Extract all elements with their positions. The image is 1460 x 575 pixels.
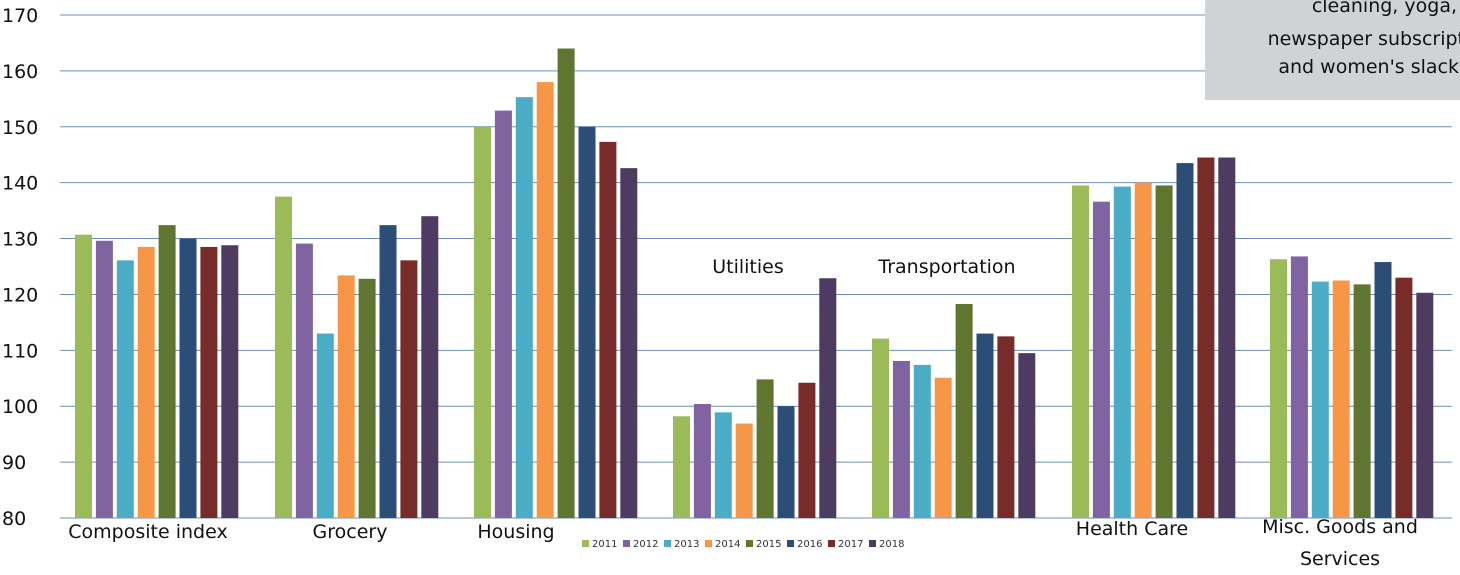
- y-tick-label: 170: [2, 5, 38, 27]
- y-tick-label: 130: [2, 229, 38, 251]
- bar: [1197, 157, 1215, 518]
- bar: [1155, 185, 1173, 518]
- bars: [75, 48, 1434, 519]
- bar: [200, 246, 218, 518]
- annotation-line: and women's slack: [1278, 56, 1459, 78]
- bar: [1374, 262, 1392, 518]
- legend-swatch: [705, 540, 712, 547]
- annotation-line: cleaning, yoga,: [1311, 0, 1457, 17]
- bar: [75, 234, 92, 519]
- bar: [116, 260, 134, 518]
- legend-swatch: [828, 540, 835, 547]
- legend-swatch: [582, 540, 589, 547]
- y-tick-label: 90: [2, 452, 26, 474]
- y-tick-label: 160: [2, 61, 38, 83]
- bar: [1416, 292, 1434, 518]
- category-label: Misc. Goods and Services: [1262, 516, 1418, 570]
- category-label: Housing: [477, 521, 554, 543]
- bar: [1113, 186, 1131, 518]
- bar: [997, 336, 1015, 518]
- bar: [714, 412, 732, 518]
- bar: [95, 240, 113, 518]
- bar: [536, 82, 554, 519]
- legend-label: 2017: [838, 539, 863, 550]
- bar: [1311, 281, 1329, 518]
- legend-label: 2014: [715, 539, 740, 550]
- bar: [400, 260, 418, 518]
- bar: [474, 126, 491, 519]
- bar: [892, 360, 910, 518]
- legend-label: 2016: [797, 539, 822, 550]
- bar: [756, 379, 774, 518]
- bar: [316, 333, 334, 518]
- bar: [1134, 182, 1152, 518]
- bar: [976, 333, 994, 518]
- y-tick-label: 120: [2, 284, 38, 306]
- category-label: Composite index: [68, 521, 227, 543]
- category-label: Utilities: [712, 256, 784, 278]
- annotation-box: cleaning, yoga, newspaper subscript and …: [1205, 0, 1460, 100]
- bar: [275, 196, 292, 518]
- bar: [158, 225, 176, 519]
- bar: [599, 141, 617, 518]
- bar: [934, 377, 952, 518]
- category-labels: Composite index Grocery Housing Utilities Tr…: [68, 256, 1418, 570]
- legend-swatch: [746, 540, 753, 547]
- bar: [1218, 157, 1236, 518]
- bar: [913, 364, 931, 518]
- bar: [872, 338, 889, 518]
- bar: [693, 403, 711, 518]
- y-tick-label: 80: [2, 508, 26, 530]
- bar: [578, 126, 596, 519]
- legend-label: 2018: [879, 539, 904, 550]
- bar: [1072, 185, 1089, 518]
- bar: [494, 110, 512, 518]
- y-axis: 80 90 100 110 120 130 140 150 160 170: [2, 5, 38, 530]
- bar: [1018, 353, 1036, 518]
- legend-label: 2011: [592, 539, 617, 550]
- legend-swatch: [664, 540, 671, 547]
- bar: [1332, 280, 1350, 518]
- bar: [1353, 284, 1371, 518]
- category-label: Health Care: [1076, 518, 1188, 540]
- bar: [557, 48, 575, 519]
- y-tick-label: 150: [2, 117, 38, 139]
- y-tick-label: 100: [2, 396, 38, 418]
- legend-label: 2013: [674, 539, 699, 550]
- bar: [1395, 277, 1413, 518]
- bar: [379, 225, 397, 519]
- bar: [179, 238, 197, 519]
- bar: [337, 275, 355, 518]
- category-label: Transportation: [877, 256, 1015, 278]
- bar: [1270, 259, 1287, 518]
- bar: [620, 168, 638, 518]
- bar: [798, 382, 816, 518]
- bar: [515, 97, 533, 518]
- bar: [673, 416, 690, 518]
- bar: [421, 216, 439, 518]
- bar: [777, 406, 795, 518]
- bar: [1176, 163, 1194, 518]
- bar: [295, 243, 313, 518]
- bar: [819, 278, 837, 518]
- bar: [1092, 201, 1110, 518]
- bar: [735, 423, 753, 518]
- bar: [1290, 256, 1308, 518]
- bar: [137, 246, 155, 518]
- bar: [358, 278, 376, 518]
- legend-label: 2015: [756, 539, 781, 550]
- legend-swatch: [623, 540, 630, 547]
- bar: [221, 245, 239, 519]
- category-label: Grocery: [313, 521, 388, 543]
- legend: 2011 2012 2013 2014 2015 2016 2017 2018: [582, 539, 904, 550]
- legend-label: 2012: [633, 539, 658, 550]
- y-tick-label: 140: [2, 173, 38, 195]
- bar: [955, 303, 973, 518]
- legend-swatch: [869, 540, 876, 547]
- y-tick-label: 110: [2, 340, 38, 362]
- legend-swatch: [787, 540, 794, 547]
- annotation-line: newspaper subscript: [1267, 28, 1460, 50]
